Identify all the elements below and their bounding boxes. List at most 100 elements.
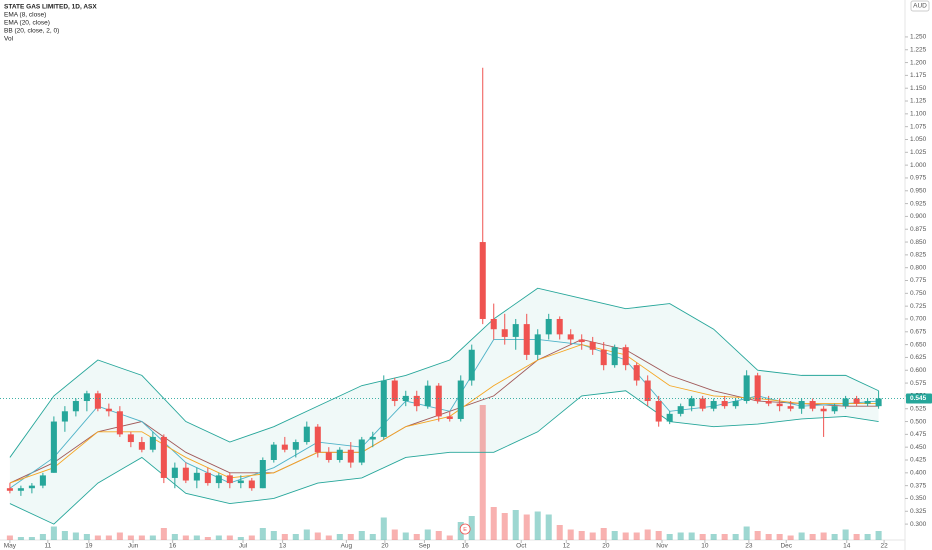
y-tick-label: 0.750 xyxy=(910,290,927,297)
volume-bar xyxy=(6,535,13,540)
volume-bar xyxy=(820,532,827,540)
candle-body xyxy=(501,329,508,337)
volume-bar xyxy=(523,514,530,540)
volume-bar xyxy=(798,532,805,540)
volume-bar xyxy=(50,526,57,540)
volume-bar xyxy=(424,529,431,540)
legend-entry: BB (20, close, 2, 0) xyxy=(4,28,59,35)
x-tick-label: 19 xyxy=(85,543,93,550)
candle-body xyxy=(237,480,244,484)
candle-body xyxy=(567,334,574,340)
volume-bar xyxy=(72,532,79,540)
volume-bar xyxy=(567,529,574,540)
volume-bar xyxy=(138,535,145,540)
candle-body xyxy=(578,339,585,343)
candle-body xyxy=(171,467,178,478)
volume-bar xyxy=(501,513,508,540)
y-tick-label: 1.200 xyxy=(910,59,927,66)
y-tick-label: 0.725 xyxy=(910,303,927,310)
y-tick-label: 0.650 xyxy=(910,341,927,348)
volume-bar xyxy=(116,532,123,540)
volume-bar xyxy=(699,534,706,540)
candle-body xyxy=(787,406,794,409)
x-tick-label: Aug xyxy=(341,543,353,550)
volume-bar xyxy=(61,531,68,540)
volume-bar xyxy=(413,534,420,540)
volume-bar xyxy=(633,532,640,540)
candle-body xyxy=(589,342,596,350)
x-tick-label: 14 xyxy=(843,543,851,550)
candle-body xyxy=(94,393,101,409)
volume-bar xyxy=(215,535,222,540)
volume-bar xyxy=(765,534,772,540)
plot xyxy=(6,67,882,540)
x-tick-label: Oct xyxy=(516,543,526,550)
candle-body xyxy=(358,439,365,463)
candle-body xyxy=(248,480,255,489)
y-tick-label: 0.375 xyxy=(910,482,927,489)
volume-bar xyxy=(853,534,860,540)
volume-bar xyxy=(611,531,618,540)
candle-body xyxy=(39,475,46,486)
candle-body xyxy=(798,401,805,409)
y-tick-label: 0.675 xyxy=(910,329,927,336)
candle-body xyxy=(336,449,343,460)
volume-bar xyxy=(787,535,794,540)
candle-body xyxy=(776,403,783,407)
legend-entry: Vol xyxy=(4,36,14,43)
y-tick-label: 0.950 xyxy=(910,187,927,194)
candle-body xyxy=(765,401,772,404)
volume-bar xyxy=(204,537,211,540)
x-tick-label: Sep xyxy=(419,543,431,550)
candle-body xyxy=(732,401,739,407)
x-tick-label: 22 xyxy=(880,543,888,550)
candle-body xyxy=(182,467,189,481)
candle-body xyxy=(424,385,431,407)
candle-body xyxy=(303,426,310,443)
candle-body xyxy=(28,485,35,489)
y-tick-label: 1.025 xyxy=(910,149,927,156)
y-tick-label: 1.050 xyxy=(910,136,927,143)
currency-box[interactable] xyxy=(910,0,930,12)
volume-bar xyxy=(622,532,629,540)
volume-bar xyxy=(369,534,376,540)
y-tick-label: 0.775 xyxy=(910,277,927,284)
volume-bar xyxy=(270,531,277,540)
volume-bar xyxy=(83,534,90,540)
y-tick-label: 0.400 xyxy=(910,470,927,477)
candle-body xyxy=(446,416,453,419)
volume-bar xyxy=(391,529,398,540)
y-tick-label: 0.525 xyxy=(910,405,927,412)
x-tick-label: 16 xyxy=(462,543,470,550)
x-tick-label: 20 xyxy=(602,543,610,550)
legend: STATE GAS LIMITED, 1D, ASX EMA (8, close… xyxy=(4,4,97,43)
volume-bar xyxy=(831,534,838,540)
volume-bar xyxy=(28,537,35,540)
candle-body xyxy=(611,347,618,366)
x-tick-label: 16 xyxy=(169,543,177,550)
candle-body xyxy=(666,413,673,422)
volume-bar xyxy=(182,535,189,540)
last-price-tag xyxy=(906,393,932,404)
candle-body xyxy=(6,488,13,491)
volume-bar xyxy=(325,535,332,540)
candle-body xyxy=(204,472,211,484)
candle-body xyxy=(479,242,486,319)
x-tick-label: 10 xyxy=(701,543,709,550)
y-tick-label: 1.100 xyxy=(910,111,927,118)
volume-bar xyxy=(237,537,244,540)
y-tick-label: 1.150 xyxy=(910,85,927,92)
volume-bar xyxy=(149,535,156,540)
volume-bar xyxy=(226,535,233,540)
candle-body xyxy=(116,411,123,435)
volume-bar xyxy=(666,534,673,540)
volume-bar xyxy=(534,511,541,540)
volume-bar xyxy=(479,405,486,540)
candle-body xyxy=(644,380,651,402)
volume-bar xyxy=(39,534,46,540)
volume-bar xyxy=(688,532,695,540)
volume-bar xyxy=(545,514,552,540)
currency[interactable]: AUD xyxy=(913,3,927,10)
candle-body xyxy=(523,324,530,355)
volume-bar xyxy=(127,535,134,540)
